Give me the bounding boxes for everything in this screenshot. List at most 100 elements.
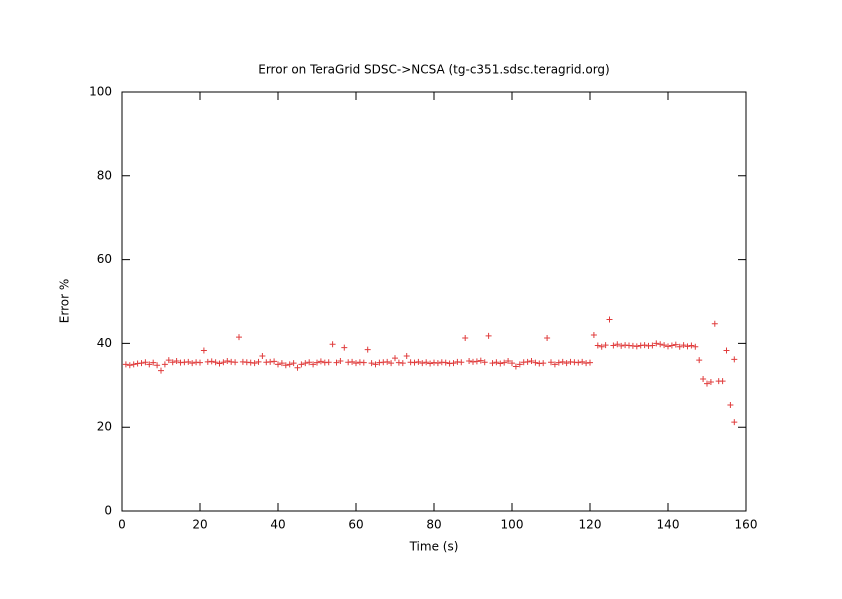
- point: [532, 359, 539, 366]
- point: [548, 359, 554, 366]
- point: [700, 376, 707, 383]
- point: [614, 341, 621, 348]
- point: [528, 357, 535, 364]
- point: [731, 356, 738, 363]
- point: [384, 358, 391, 365]
- point: [388, 360, 395, 367]
- point: [317, 358, 324, 365]
- point: [329, 341, 336, 348]
- point: [633, 343, 640, 350]
- point: [680, 342, 687, 349]
- point: [142, 359, 149, 366]
- point: [220, 359, 227, 366]
- point: [707, 378, 714, 385]
- point: [481, 359, 488, 366]
- point: [310, 361, 317, 368]
- point: [333, 359, 340, 366]
- y-tick-label: 0: [104, 504, 112, 518]
- point: [232, 359, 239, 366]
- y-tick-label: 100: [89, 85, 112, 99]
- point: [161, 361, 168, 368]
- point: [392, 355, 398, 362]
- x-tick-label: 60: [348, 518, 363, 532]
- point: [610, 342, 617, 349]
- point: [661, 342, 668, 349]
- point: [189, 360, 196, 367]
- point: [126, 362, 133, 369]
- point: [692, 343, 699, 350]
- point: [668, 342, 675, 349]
- point: [649, 342, 656, 349]
- point: [684, 343, 691, 350]
- point: [255, 358, 262, 365]
- point: [579, 358, 586, 365]
- point: [731, 419, 738, 426]
- x-tick-label: 120: [579, 518, 602, 532]
- point: [197, 359, 203, 366]
- point: [122, 361, 129, 368]
- point: [516, 361, 523, 368]
- point: [676, 343, 683, 350]
- point: [353, 360, 359, 367]
- point: [419, 360, 426, 367]
- point: [618, 342, 625, 349]
- point: [286, 361, 293, 368]
- point: [704, 380, 710, 387]
- point: [403, 352, 410, 359]
- point: [711, 320, 718, 327]
- point: [251, 360, 258, 367]
- point: [559, 358, 566, 365]
- point: [185, 358, 192, 365]
- point: [302, 360, 309, 367]
- point: [477, 357, 484, 364]
- point: [208, 358, 215, 365]
- point: [275, 361, 281, 368]
- point: [590, 332, 597, 339]
- point: [473, 358, 480, 365]
- x-tick-label: 140: [657, 518, 680, 532]
- point: [411, 359, 418, 366]
- point: [146, 361, 153, 368]
- point: [489, 360, 496, 367]
- y-tick-label: 20: [97, 420, 112, 434]
- point: [271, 358, 278, 365]
- point: [154, 362, 161, 369]
- chart-title: Error on TeraGrid SDSC->NCSA (tg-c351.sd…: [258, 63, 609, 77]
- point: [653, 340, 660, 347]
- point: [544, 334, 551, 341]
- point: [688, 342, 695, 349]
- point: [497, 360, 504, 367]
- point: [672, 341, 679, 348]
- point: [415, 358, 422, 365]
- point: [298, 361, 305, 368]
- point: [282, 362, 289, 369]
- x-tick-label: 0: [118, 518, 126, 532]
- point: [540, 360, 547, 367]
- point: [723, 347, 730, 354]
- point: [505, 357, 512, 364]
- point: [509, 360, 515, 367]
- point: [555, 359, 562, 366]
- x-axis-label: Time (s): [409, 540, 459, 554]
- point: [212, 359, 219, 366]
- point: [236, 334, 242, 341]
- point: [657, 341, 664, 348]
- point: [493, 359, 500, 366]
- point: [337, 357, 344, 364]
- point: [594, 342, 601, 349]
- point: [224, 357, 231, 364]
- point: [150, 359, 157, 366]
- y-tick-label: 80: [97, 168, 112, 182]
- point: [294, 364, 301, 371]
- x-tick-label: 80: [426, 518, 441, 532]
- x-tick-label: 20: [192, 518, 207, 532]
- point: [138, 360, 145, 367]
- point: [341, 344, 348, 351]
- plot-frame: [121, 91, 747, 512]
- point: [200, 347, 207, 354]
- point: [450, 360, 457, 367]
- point: [598, 343, 605, 350]
- point: [458, 359, 465, 366]
- point: [727, 401, 734, 408]
